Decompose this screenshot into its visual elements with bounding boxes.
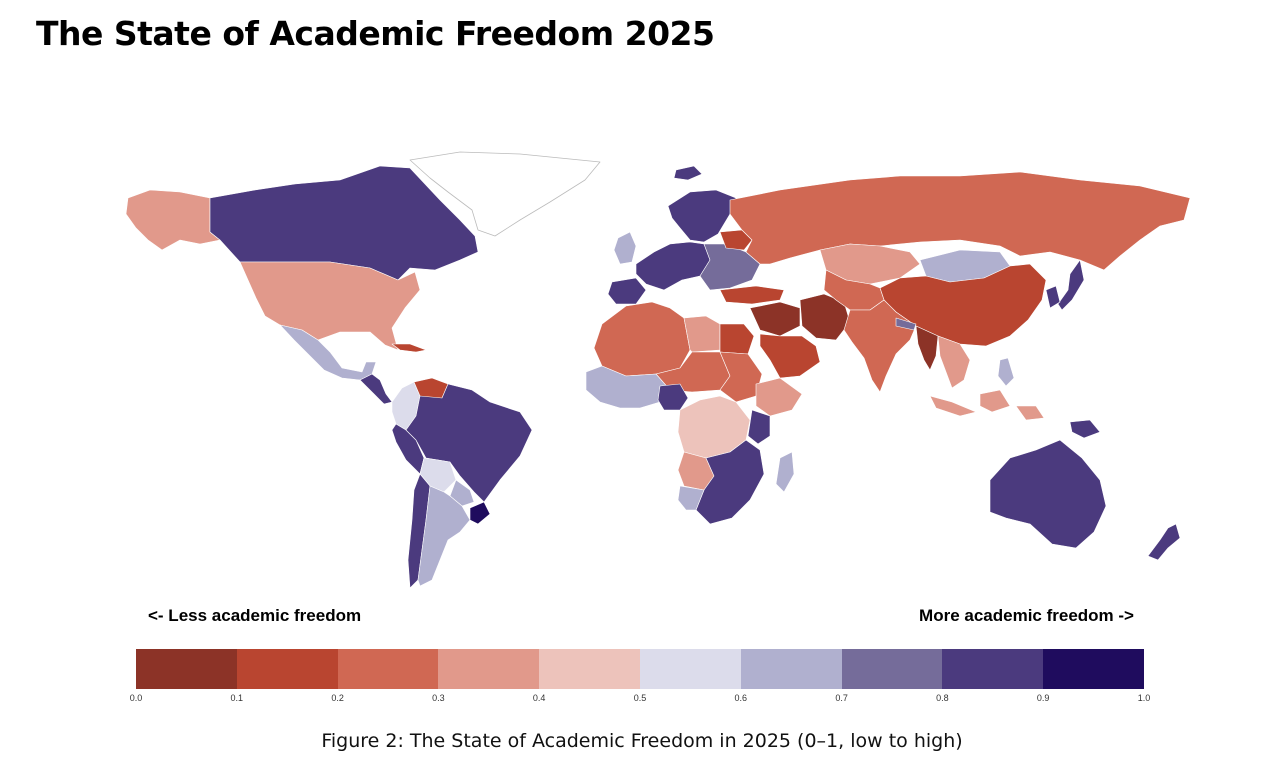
region-argentina xyxy=(417,485,471,587)
region-belarus xyxy=(719,229,753,251)
region-scandinavia xyxy=(667,189,737,243)
region-uruguay xyxy=(469,501,491,525)
world-map-svg xyxy=(125,151,1191,589)
legend-tick-label: 0.2 xyxy=(331,693,344,703)
legend-swatch xyxy=(841,649,943,689)
region-alaska xyxy=(125,189,221,251)
legend-swatch xyxy=(136,649,237,689)
region-indonesia xyxy=(929,389,1045,421)
page-title: The State of Academic Freedom 2025 xyxy=(36,14,715,53)
legend-tick-label: 0.3 xyxy=(432,693,445,703)
region-madagascar xyxy=(775,451,795,493)
less-freedom-label: <- Less academic freedom xyxy=(148,606,362,625)
region-usa xyxy=(239,261,421,351)
legend-tick-label: 0.1 xyxy=(230,693,244,703)
region-western-europe xyxy=(635,241,711,291)
region-sudan xyxy=(719,351,763,403)
legend-ticks: 0.0 0.1 0.2 0.3 0.4 0.5 0.6 0.7 0.8 0.9 1.0 xyxy=(130,693,1151,705)
legend-tick-label: 0.5 xyxy=(633,693,647,703)
region-russia xyxy=(729,171,1191,271)
legend-swatch xyxy=(1043,649,1144,689)
region-cuba xyxy=(391,343,427,353)
region-nepal xyxy=(895,317,917,331)
region-png xyxy=(1069,419,1101,439)
region-central-america xyxy=(359,373,393,405)
region-iberia xyxy=(607,277,647,305)
legend-swatch xyxy=(740,649,842,689)
region-turkey xyxy=(719,285,785,305)
legend-tick-label: 0.0 xyxy=(129,693,143,703)
region-philippines xyxy=(997,357,1015,387)
legend-swatch xyxy=(539,649,640,689)
legend-swatch xyxy=(236,649,338,689)
region-libya xyxy=(683,315,721,353)
world-map xyxy=(80,140,1200,600)
region-southern-africa xyxy=(695,439,765,525)
region-iran xyxy=(799,293,851,341)
region-mexico xyxy=(279,324,377,381)
legend-tick-label: 0.9 xyxy=(1036,693,1050,703)
region-saudi-arabia xyxy=(759,333,821,379)
legend-tick-label: 1.0 xyxy=(1137,693,1151,703)
region-korea-japan xyxy=(1045,259,1085,311)
legend-swatch xyxy=(337,649,439,689)
region-kenya xyxy=(747,409,771,445)
region-middle-east xyxy=(749,301,801,337)
region-southeast-asia xyxy=(937,335,971,389)
region-paraguay xyxy=(449,479,475,507)
region-new-zealand xyxy=(1147,523,1181,561)
region-greenland xyxy=(409,151,601,237)
more-freedom-label: More academic freedom -> xyxy=(919,606,1134,625)
legend-tick-label: 0.8 xyxy=(936,693,949,703)
region-iceland xyxy=(673,165,703,181)
figure-caption: Figure 2: The State of Academic Freedom … xyxy=(321,730,963,752)
legend-swatch xyxy=(438,649,540,689)
legend-swatch xyxy=(942,649,1044,689)
region-australia xyxy=(989,439,1107,549)
region-uk-ireland xyxy=(613,231,637,265)
legend-tick-label: 0.4 xyxy=(532,693,546,703)
region-ethiopia-horn xyxy=(755,377,803,417)
legend-tick-label: 0.7 xyxy=(835,693,848,703)
region-north-africa-west xyxy=(593,301,691,377)
region-egypt xyxy=(719,323,755,355)
legend-swatch xyxy=(639,649,741,689)
color-legend xyxy=(136,649,1144,689)
region-namibia xyxy=(677,485,705,511)
legend-tick-label: 0.6 xyxy=(734,693,748,703)
